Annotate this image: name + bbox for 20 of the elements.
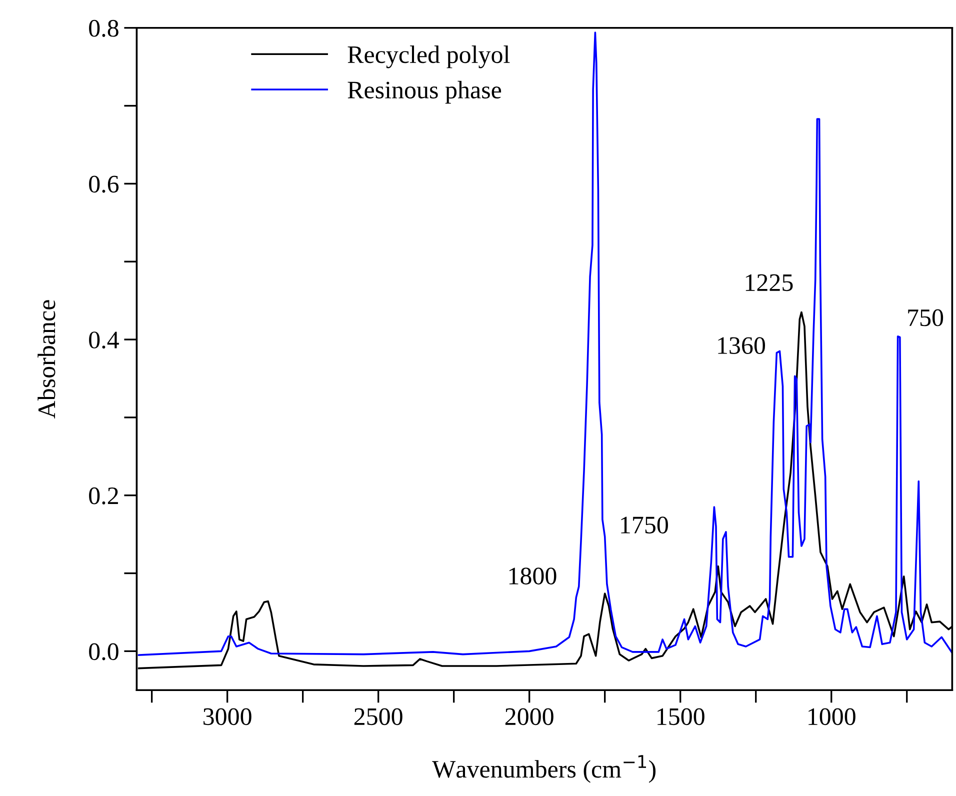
- y-tick-label: 0.4: [89, 332, 119, 349]
- annotation: 1360: [718, 337, 766, 354]
- x-tick-label: 1000: [808, 708, 856, 726]
- annotation: 750: [908, 309, 944, 326]
- y-tick-label: 0.2: [89, 487, 118, 504]
- x-tick-label: 2500: [354, 708, 402, 726]
- x-tick-label: 2000: [505, 708, 554, 726]
- y-tick-label: 0.6: [89, 176, 119, 193]
- x-tick-label: 1500: [658, 708, 704, 726]
- y-axis-title: Absorbance: [38, 300, 56, 418]
- legend-label: Resinous phase: [348, 80, 502, 104]
- y-tick-label: 0.8: [89, 20, 118, 37]
- y-tick-label: 0.0: [89, 643, 118, 660]
- annotation: 1800: [509, 568, 556, 584]
- annotation: 1225: [746, 274, 793, 292]
- x-tick-label: 3000: [204, 708, 252, 726]
- x-axis-title: Wavenumbers (cm$^{−1}$): [432, 755, 656, 783]
- legend-label: Recycled polyol: [348, 46, 510, 68]
- annotation: 1750: [621, 516, 668, 534]
- line-series: [138, 32, 952, 656]
